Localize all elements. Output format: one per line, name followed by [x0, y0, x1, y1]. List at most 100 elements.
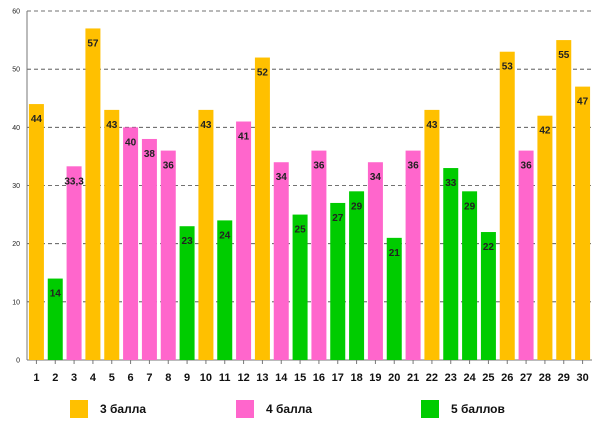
x-tick-label-2: 2 [52, 372, 58, 384]
x-tick-label-20: 20 [388, 372, 400, 384]
x-tick-label-5: 5 [109, 372, 115, 384]
x-tick-label-17: 17 [332, 372, 344, 384]
data-label-18: 29 [351, 201, 363, 212]
legend-label-3-points: 3 балла [100, 402, 147, 416]
bar-14 [273, 162, 289, 360]
legend-swatch-5-points [421, 400, 439, 418]
bar-3 [66, 166, 82, 360]
data-label-10: 43 [200, 120, 212, 131]
x-tick-label-16: 16 [313, 372, 325, 384]
bar-chart: 010203040506044114233,335744354063873682… [12, 9, 592, 384]
bar-26 [499, 51, 515, 360]
bar-29 [556, 40, 572, 360]
bar-13 [254, 57, 270, 361]
data-label-1: 44 [31, 114, 43, 125]
bar-9 [179, 226, 195, 360]
bar-20 [386, 237, 402, 360]
legend-label-5-points: 5 баллов [451, 402, 505, 416]
y-tick-label-60: 60 [12, 9, 20, 16]
data-label-15: 25 [295, 225, 307, 236]
legend-item-4-points: 4 балла [236, 400, 312, 418]
bar-15 [292, 214, 308, 360]
data-label-14: 34 [276, 172, 288, 183]
legend-swatch-4-points [236, 400, 254, 418]
bar-24 [462, 191, 478, 360]
bar-5 [104, 109, 120, 360]
y-tick-label-40: 40 [12, 125, 20, 132]
data-label-19: 34 [370, 172, 382, 183]
x-tick-label-28: 28 [539, 372, 551, 384]
legend-label-4-points: 4 балла [266, 402, 313, 416]
bar-1 [28, 104, 44, 360]
data-label-13: 52 [257, 68, 269, 79]
x-tick-label-22: 22 [426, 372, 438, 384]
data-label-28: 42 [539, 126, 551, 137]
bar-21 [405, 150, 421, 360]
data-label-24: 29 [464, 201, 476, 212]
bar-8 [160, 150, 176, 360]
x-tick-label-24: 24 [463, 372, 476, 384]
data-label-27: 36 [521, 161, 533, 172]
y-tick-label-50: 50 [12, 67, 20, 74]
y-tick-label-10: 10 [12, 299, 20, 306]
bar-4 [85, 28, 101, 360]
data-label-12: 41 [238, 132, 250, 143]
x-tick-label-18: 18 [350, 372, 362, 384]
data-label-17: 27 [332, 213, 344, 224]
bar-19 [367, 162, 383, 360]
x-tick-label-11: 11 [219, 372, 231, 384]
x-tick-label-1: 1 [33, 372, 39, 384]
legend-item-5-points: 5 баллов [421, 400, 505, 418]
bar-2 [47, 278, 63, 360]
bar-23 [443, 168, 459, 360]
bar-16 [311, 150, 327, 360]
data-label-2: 14 [50, 289, 62, 300]
x-tick-label-25: 25 [482, 372, 494, 384]
data-label-20: 21 [389, 248, 401, 259]
y-tick-label-30: 30 [12, 183, 20, 190]
data-label-26: 53 [502, 62, 514, 73]
x-tick-label-4: 4 [90, 372, 97, 384]
data-label-30: 47 [577, 97, 589, 108]
legend-item-3-points: 3 балла [70, 400, 146, 418]
x-tick-label-7: 7 [146, 372, 152, 384]
data-label-4: 57 [87, 38, 99, 49]
legend-swatch-3-points [70, 400, 88, 418]
x-tick-label-13: 13 [256, 372, 268, 384]
data-label-23: 33 [445, 178, 457, 189]
data-label-25: 22 [483, 242, 495, 253]
data-label-11: 24 [219, 230, 231, 241]
y-tick-label-0: 0 [16, 358, 20, 365]
x-tick-label-26: 26 [501, 372, 513, 384]
x-tick-label-3: 3 [71, 372, 77, 384]
bar-22 [424, 109, 440, 360]
bar-18 [349, 191, 365, 360]
data-label-29: 55 [558, 50, 570, 61]
y-tick-label-20: 20 [12, 241, 20, 248]
bar-27 [518, 150, 534, 360]
data-label-5: 43 [106, 120, 118, 131]
x-tick-label-27: 27 [520, 372, 532, 384]
data-label-22: 43 [426, 120, 438, 131]
data-label-9: 23 [182, 236, 194, 247]
x-tick-label-9: 9 [184, 372, 190, 384]
bar-30 [575, 86, 591, 360]
x-tick-label-30: 30 [576, 372, 588, 384]
data-label-8: 36 [163, 161, 175, 172]
data-label-21: 36 [408, 161, 420, 172]
x-tick-label-6: 6 [128, 372, 134, 384]
data-label-3: 33,3 [64, 176, 84, 187]
x-tick-label-14: 14 [275, 372, 288, 384]
x-tick-label-15: 15 [294, 372, 306, 384]
data-label-16: 36 [313, 161, 325, 172]
bar-7 [141, 138, 157, 360]
x-tick-label-23: 23 [445, 372, 457, 384]
bar-6 [123, 127, 139, 360]
bar-11 [217, 220, 233, 360]
bar-25 [480, 232, 496, 360]
x-tick-label-12: 12 [237, 372, 249, 384]
x-tick-label-19: 19 [369, 372, 381, 384]
data-label-6: 40 [125, 137, 137, 148]
bar-12 [236, 121, 252, 361]
data-label-7: 38 [144, 149, 156, 160]
